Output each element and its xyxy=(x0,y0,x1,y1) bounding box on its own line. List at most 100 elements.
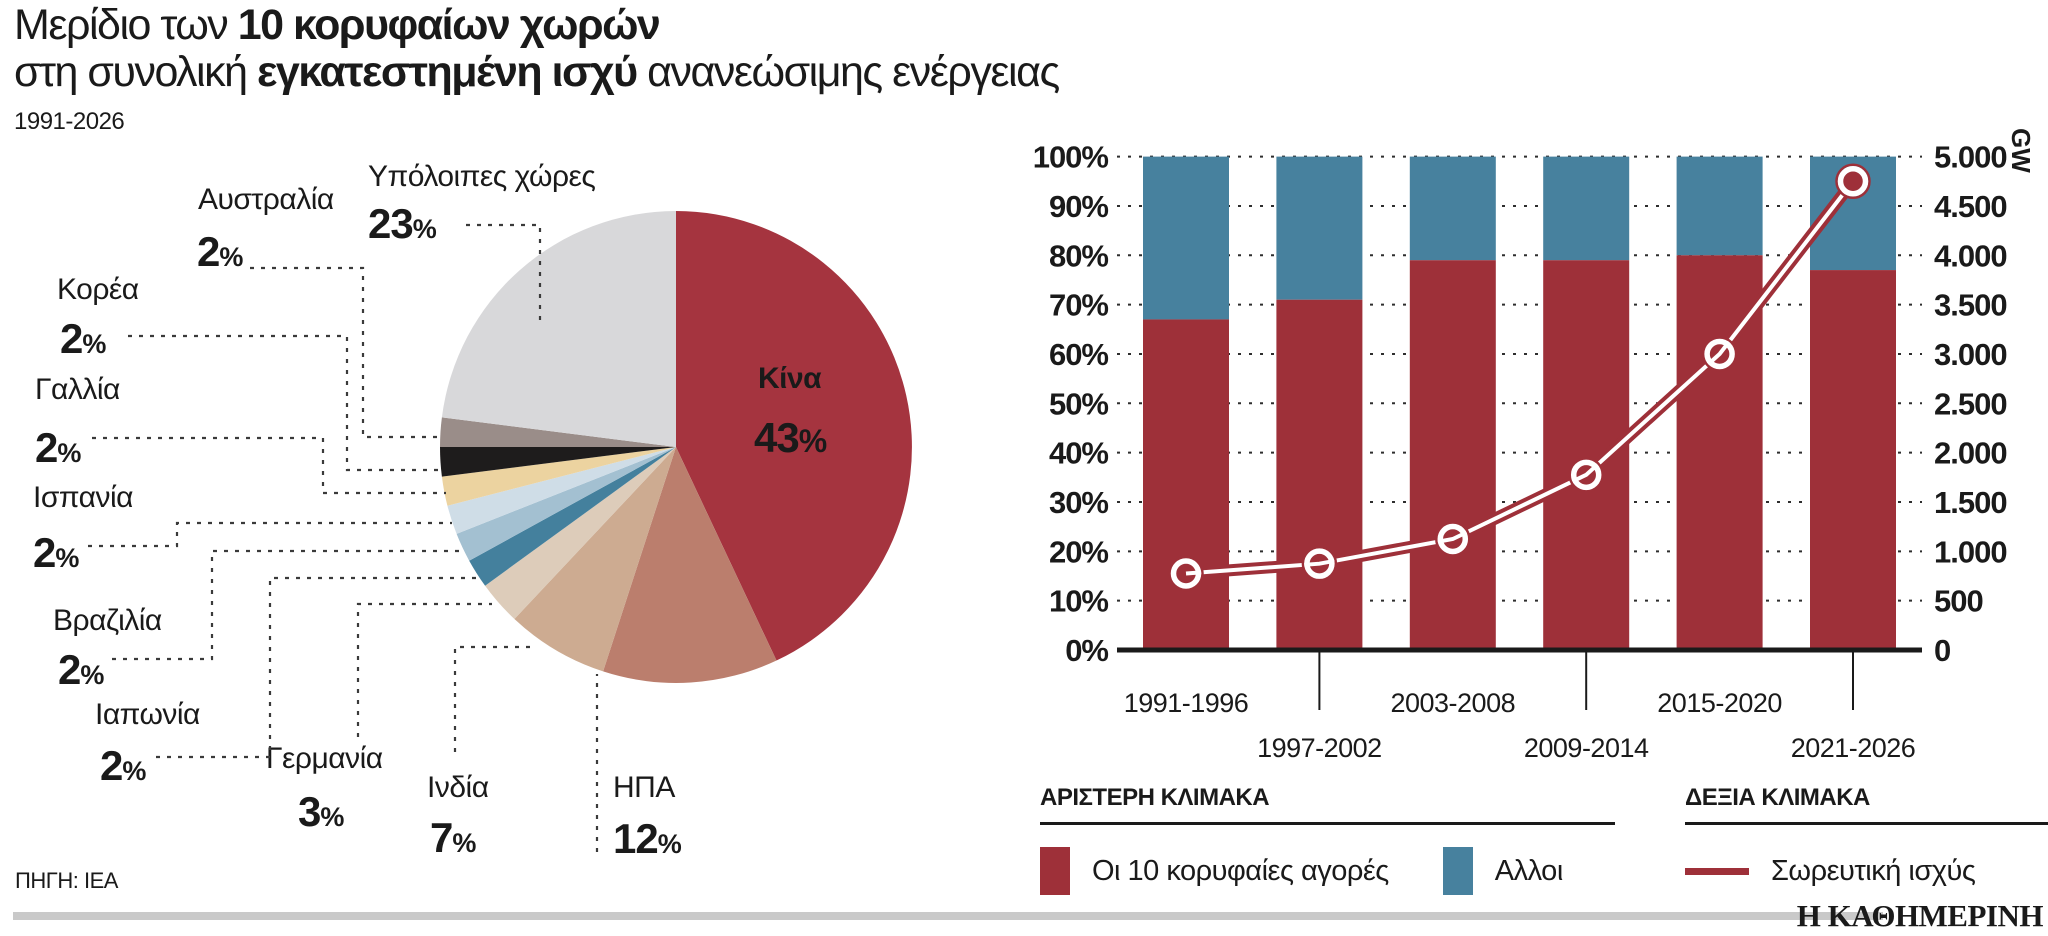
pie-label-4: Ιαπωνία xyxy=(95,698,200,731)
pie-label-0: Κίνα xyxy=(758,362,822,395)
left-axis-tick-30: 30% xyxy=(1049,485,1108,520)
right-axis-tick-1500: 1.500 xyxy=(1934,485,2007,520)
pie-value-7: 2% xyxy=(35,424,81,471)
title-line-1: Μερίδιο των 10 κορυφαίων χωρών xyxy=(14,1,661,49)
right-axis-unit: GW xyxy=(2006,128,2036,173)
right-axis-tick-2500: 2.500 xyxy=(1934,386,2007,421)
title-period: 1991-2026 xyxy=(14,108,125,135)
pie-value-1: 12% xyxy=(613,815,682,862)
bar-others-2 xyxy=(1409,156,1496,261)
legend-left-items: Οι 10 κορυφαίες αγορές Αλλοι xyxy=(1040,847,1615,895)
x-label-3: 2009-2014 xyxy=(1524,733,1649,763)
legend-right-items: Σωρευτική ισχύς xyxy=(1685,847,2048,895)
legend-right-scale: ΔΕΞΙΑ ΚΛΙΜΑΚΑ Σωρευτική ισχύς xyxy=(1685,784,2048,895)
pie-label-10: Υπόλοιπες χώρες xyxy=(368,160,595,193)
bar-top10-0 xyxy=(1143,319,1229,650)
page-title: Μερίδιο των 10 κορυφαίων χωρών στη συνολ… xyxy=(14,1,1060,96)
right-axis-tick-0: 0 xyxy=(1934,633,1950,668)
bar-top10-2 xyxy=(1409,260,1496,650)
left-axis-tick-80: 80% xyxy=(1049,238,1108,273)
pie-label-2: Ινδία xyxy=(427,771,489,804)
pie-leader-7 xyxy=(92,436,446,495)
x-label-1: 1997-2002 xyxy=(1257,733,1382,763)
x-label-2: 2003-2008 xyxy=(1390,688,1515,718)
x-label-5: 2021-2026 xyxy=(1791,733,1916,763)
left-axis-tick-70: 70% xyxy=(1049,288,1108,323)
left-axis-tick-0: 0% xyxy=(1065,633,1108,668)
x-label-0: 1991-1996 xyxy=(1124,688,1249,718)
pie-leader-5 xyxy=(112,549,463,661)
right-axis-tick-3000: 3.000 xyxy=(1934,337,2007,372)
cumulative-line-core xyxy=(1185,180,1855,576)
cumulative-line-swatch xyxy=(1685,867,1749,875)
pie-leader-3 xyxy=(356,602,492,737)
pie-label-7: Γαλλία xyxy=(35,373,120,406)
marker-2 xyxy=(1437,523,1469,555)
pie-value-0: 43% xyxy=(754,414,827,461)
right-axis-tick-4000: 4.000 xyxy=(1934,238,2007,273)
marker-outline-0 xyxy=(1168,555,1204,592)
x-axis-line xyxy=(1117,647,1922,653)
pie-slice-1 xyxy=(603,447,777,683)
title-line-2: στη συνολική εγκατεστημένη ισχύ ανανεώσι… xyxy=(14,48,1060,96)
pie-label-6: Ισπανία xyxy=(33,481,133,514)
left-axis-tick-50: 50% xyxy=(1049,386,1108,421)
footer-rule xyxy=(13,912,1883,920)
others-label: Αλλοι xyxy=(1494,854,1563,887)
pie-slice-9 xyxy=(440,417,676,447)
left-axis-tick-100: 100% xyxy=(1033,140,1109,175)
marker-outline-4 xyxy=(1701,336,1738,372)
legend-left-header: ΑΡΙΣΤΕΡΗ ΚΛΙΜΑΚΑ xyxy=(1040,784,1615,825)
pie-slice-0 xyxy=(676,211,912,661)
pie-slice-2 xyxy=(514,447,676,672)
pie-slice-4 xyxy=(469,447,676,586)
pie-leader-6 xyxy=(88,521,452,548)
x-label-4: 2015-2020 xyxy=(1657,688,1782,718)
bar-top10-5 xyxy=(1810,270,1896,650)
right-axis-tick-5000: 5.000 xyxy=(1934,140,2007,175)
bar-others-1 xyxy=(1276,156,1363,300)
pie-value-8: 2% xyxy=(60,315,106,362)
pie-slice-5 xyxy=(456,447,676,561)
marker-3 xyxy=(1570,459,1602,491)
legend-right-header: ΔΕΞΙΑ ΚΛΙΜΑΚΑ xyxy=(1685,784,2048,825)
left-axis-tick-20: 20% xyxy=(1049,534,1108,569)
left-axis-tick-60: 60% xyxy=(1049,337,1108,372)
pie-leader-8 xyxy=(128,334,443,472)
pie-value-3: 3% xyxy=(298,788,344,835)
pie-value-2: 7% xyxy=(430,814,476,861)
pie-leader-10 xyxy=(466,223,542,325)
pie-label-5: Βραζιλία xyxy=(53,604,162,637)
pie-label-3: Γερμανία xyxy=(266,742,383,775)
publisher-logo: Η ΚΑΘΗΜΕΡΙΝΗ xyxy=(1796,898,2044,933)
pie-value-6: 2% xyxy=(33,529,79,576)
pie-value-5: 2% xyxy=(58,646,104,693)
bar-others-0 xyxy=(1143,156,1229,320)
top10-label: Οι 10 κορυφαίες αγορές xyxy=(1092,854,1389,887)
right-axis-tick-2000: 2.000 xyxy=(1934,436,2007,471)
left-axis-tick-90: 90% xyxy=(1049,189,1108,224)
pie-label-8: Κορέα xyxy=(57,273,139,306)
bar-others-3 xyxy=(1543,156,1630,261)
pie-label-9: Αυστραλία xyxy=(198,183,334,216)
pie-leader-4 xyxy=(156,576,478,759)
right-axis-tick-500: 500 xyxy=(1934,584,1983,619)
marker-0 xyxy=(1170,558,1202,589)
marker-outline-3 xyxy=(1568,457,1604,493)
marker-5 xyxy=(1837,166,1869,197)
source-note: ΠΗΓΗ: IEA xyxy=(15,868,118,893)
pie-slice-7 xyxy=(441,447,676,506)
pie-slice-10 xyxy=(441,211,676,447)
pie-value-10: 23% xyxy=(368,200,437,247)
legend-left-scale: ΑΡΙΣΤΕΡΗ ΚΛΙΜΑΚΑ Οι 10 κορυφαίες αγορές … xyxy=(1040,784,1615,895)
pie-slice-6 xyxy=(447,447,676,534)
cumulative-label: Σωρευτική ισχύς xyxy=(1771,854,1976,887)
pie-slice-8 xyxy=(440,447,676,477)
pie-leader-9 xyxy=(250,266,443,439)
marker-outline-5 xyxy=(1835,163,1871,200)
right-axis-tick-4500: 4.500 xyxy=(1934,189,2007,224)
top10-swatch xyxy=(1040,847,1070,895)
pie-value-9: 2% xyxy=(197,228,243,275)
pie-leader-2 xyxy=(453,645,534,752)
